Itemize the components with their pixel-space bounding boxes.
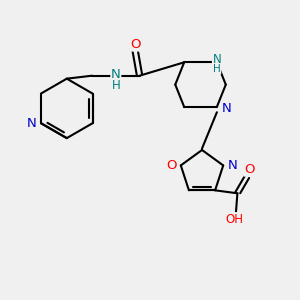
Text: N: N	[212, 53, 221, 66]
Text: O: O	[244, 163, 254, 176]
Text: O: O	[166, 159, 176, 172]
Text: H: H	[111, 79, 120, 92]
Text: N: N	[27, 117, 37, 130]
Text: N: N	[111, 68, 121, 81]
Text: OH: OH	[225, 213, 243, 226]
Text: O: O	[130, 38, 140, 51]
Text: N: N	[221, 102, 231, 115]
Text: N: N	[228, 159, 237, 172]
Text: H: H	[213, 64, 221, 74]
